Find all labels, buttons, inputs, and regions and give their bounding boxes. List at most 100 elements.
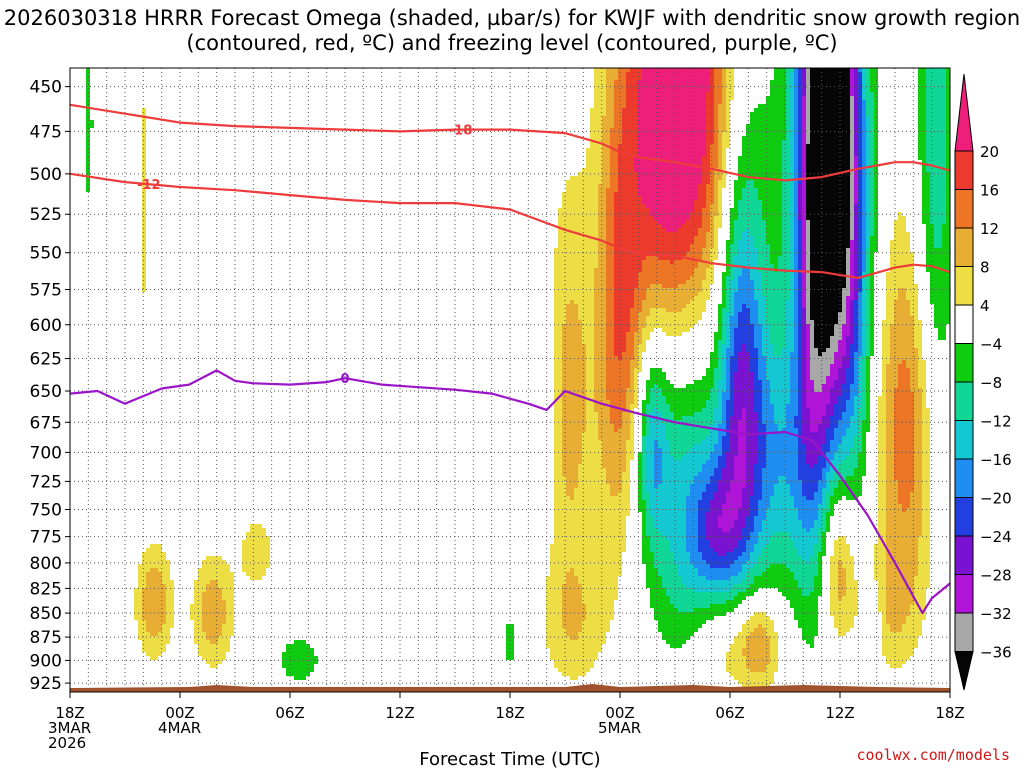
- omega-cell: [646, 408, 654, 412]
- omega-cell: [606, 252, 614, 256]
- omega-cell: [582, 620, 610, 624]
- omega-cell: [830, 468, 838, 472]
- omega-cell: [606, 332, 614, 336]
- omega-cell: [562, 412, 586, 416]
- omega-cell: [722, 512, 738, 516]
- omega-cell: [886, 376, 898, 380]
- omega-cell: [854, 404, 862, 408]
- omega-cell: [826, 504, 830, 508]
- omega-cell: [594, 312, 606, 316]
- omega-cell: [822, 524, 826, 528]
- omega-cell: [842, 392, 850, 396]
- omega-cell: [858, 72, 862, 76]
- omega-cell: [734, 384, 754, 388]
- omega-cell: [598, 248, 606, 252]
- omega-cell: [686, 548, 698, 552]
- omega-cell: [806, 124, 810, 128]
- omega-cell: [722, 416, 726, 420]
- omega-cell: [730, 340, 734, 344]
- omega-cell: [694, 208, 702, 212]
- omega-cell: [862, 344, 866, 348]
- omega-cell: [790, 352, 798, 356]
- omega-cell: [826, 348, 838, 352]
- omega-cell: [862, 92, 866, 96]
- omega-cell: [642, 524, 646, 528]
- omega-cell: [802, 192, 806, 196]
- omega-cell: [838, 628, 850, 632]
- omega-cell: [554, 304, 566, 308]
- omega-cell: [886, 604, 910, 608]
- omega-cell: [886, 460, 894, 464]
- omega-cell: [838, 484, 862, 488]
- omega-cell: [922, 520, 930, 524]
- omega-cell: [926, 76, 946, 80]
- omega-cell: [134, 600, 142, 604]
- omega-cell: [806, 184, 850, 188]
- omega-cell: [794, 616, 818, 620]
- omega-cell: [726, 664, 746, 668]
- omega-cell: [866, 352, 870, 356]
- omega-cell: [798, 140, 802, 144]
- omega-cell: [614, 112, 622, 116]
- omega-cell: [850, 272, 854, 276]
- omega-cell: [862, 84, 866, 88]
- omega-cell: [762, 344, 774, 348]
- omega-cell: [942, 240, 950, 244]
- omega-cell: [710, 252, 718, 256]
- omega-cell: [858, 408, 866, 412]
- omega-cell: [870, 256, 874, 260]
- omega-cell: [786, 412, 798, 416]
- omega-cell: [746, 436, 758, 440]
- omega-cell: [650, 284, 662, 288]
- omega-cell: [642, 532, 646, 536]
- omega-cell: [626, 400, 634, 404]
- omega-cell: [934, 224, 942, 228]
- omega-cell: [642, 552, 654, 556]
- omega-cell: [802, 488, 818, 492]
- omega-cell: [930, 292, 950, 296]
- omega-cell: [798, 276, 802, 280]
- omega-cell: [722, 472, 734, 476]
- omega-cell: [646, 436, 666, 440]
- omega-cell: [674, 412, 694, 416]
- omega-cell: [798, 228, 802, 232]
- omega-cell: [858, 332, 862, 336]
- omega-cell: [630, 416, 634, 420]
- omega-cell: [614, 352, 622, 356]
- omega-cell: [630, 368, 634, 372]
- omega-cell: [718, 456, 726, 460]
- omega-cell: [802, 636, 814, 640]
- omega-cell: [638, 344, 646, 348]
- y-tick-label: 525: [30, 205, 62, 225]
- omega-cell: [850, 148, 854, 152]
- omega-cell: [746, 588, 758, 592]
- omega-cell: [766, 668, 778, 672]
- omega-cell: [802, 204, 806, 208]
- omega-cell: [646, 520, 654, 524]
- omega-cell: [614, 344, 626, 348]
- omega-cell: [670, 548, 686, 552]
- omega-cell: [870, 140, 874, 144]
- omega-cell: [730, 320, 738, 324]
- omega-cell: [770, 256, 778, 260]
- omega-cell: [638, 496, 642, 500]
- omega-cell: [910, 388, 922, 392]
- omega-cell: [690, 248, 702, 252]
- omega-cell: [702, 176, 710, 180]
- colorbar-label: 16: [980, 182, 999, 200]
- omega-cell: [746, 476, 754, 480]
- omega-cell: [886, 500, 898, 504]
- omega-cell: [554, 268, 594, 272]
- omega-cell: [722, 368, 726, 372]
- omega-cell: [138, 584, 146, 588]
- omega-cell: [86, 156, 90, 160]
- omega-cell: [926, 256, 950, 260]
- omega-cell: [734, 196, 742, 200]
- omega-cell: [866, 184, 870, 188]
- omega-cell: [814, 344, 830, 348]
- omega-cell: [914, 336, 922, 340]
- omega-cell: [918, 572, 930, 576]
- omega-cell: [734, 260, 758, 264]
- omega-cell: [642, 448, 646, 452]
- omega-cell: [902, 628, 922, 632]
